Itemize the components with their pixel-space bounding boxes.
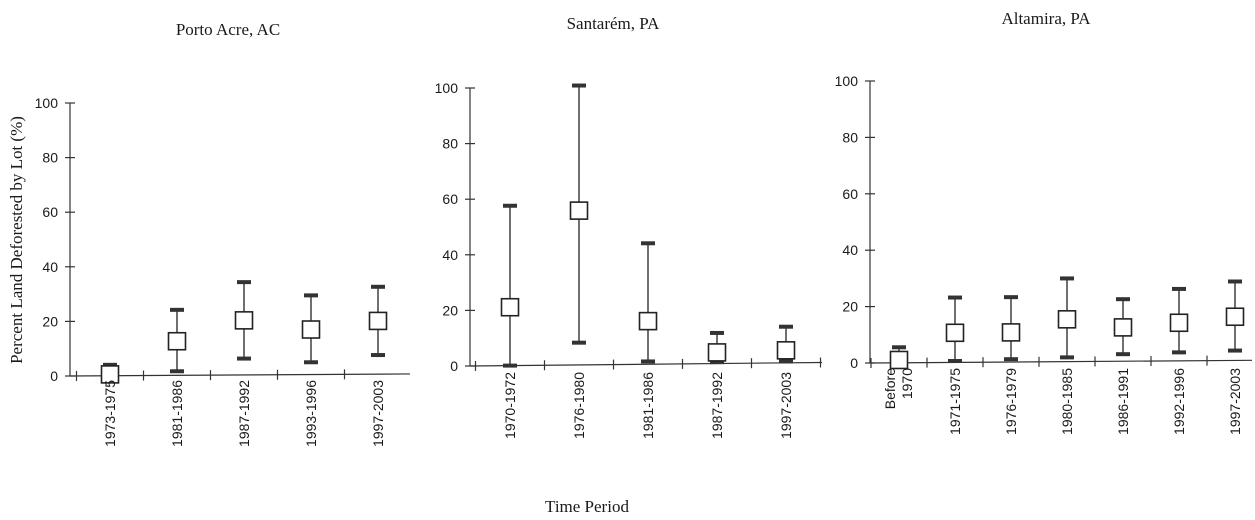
x-axis-line xyxy=(69,373,411,377)
x-axis-line xyxy=(869,359,1253,364)
y-tick-label: 60 xyxy=(842,186,858,202)
y-tick-label: 80 xyxy=(42,150,58,166)
x-category-label: 1993-1996 xyxy=(303,380,319,447)
y-tick-label: 40 xyxy=(842,242,858,258)
x-category-label: 1987-1992 xyxy=(236,380,252,447)
mean-marker xyxy=(1057,310,1077,329)
y-tick-label: 40 xyxy=(442,247,458,263)
x-category-label: 1976-1979 xyxy=(1003,368,1019,435)
mean-marker xyxy=(569,201,589,220)
y-tick-label: 60 xyxy=(42,204,58,220)
x-category-label-line: Before xyxy=(882,368,898,409)
y-tick-label: 0 xyxy=(850,355,858,371)
x-axis-line xyxy=(469,361,823,367)
mean-marker xyxy=(776,341,796,360)
mean-marker xyxy=(368,311,388,331)
mean-marker xyxy=(500,297,520,317)
y-tick-label: 80 xyxy=(842,129,858,145)
x-category-label: 1973-1975 xyxy=(102,380,118,447)
x-axis-title: Time Period xyxy=(545,497,629,516)
x-category-label: 1970-1972 xyxy=(502,372,518,439)
x-category-label: 1997-2003 xyxy=(1227,368,1243,435)
x-category-label: 1971-1975 xyxy=(947,368,963,435)
panel-3: Altamira, PA 0 20 40 60 80 100 Before1970 1971-1… xyxy=(835,9,1253,435)
x-category-label: 1997-2003 xyxy=(370,380,386,447)
y-tick-label: 0 xyxy=(50,368,58,384)
x-category-label: 1986-1991 xyxy=(1115,368,1131,435)
panel-title: Porto Acre, AC xyxy=(176,20,280,39)
mean-marker xyxy=(100,365,120,384)
y-tick-label: 60 xyxy=(442,191,458,207)
mean-marker xyxy=(707,343,727,362)
mean-marker xyxy=(638,311,658,331)
x-category-label: Before1970 xyxy=(882,368,915,409)
y-tick-label: 20 xyxy=(42,313,58,329)
mean-marker xyxy=(301,320,321,339)
x-category-label-line: 1970 xyxy=(899,368,915,399)
y-axis-title: Percent Land Deforested by Lot (%) xyxy=(7,116,26,364)
y-tick-label: 20 xyxy=(842,299,858,315)
panels: Porto Acre, AC 0 20 40 60 80 100 1973-1975 1981-… xyxy=(35,9,1253,447)
panel-1: Porto Acre, AC 0 20 40 60 80 100 1973-1975 1981-… xyxy=(35,20,411,447)
mean-marker xyxy=(1225,307,1245,327)
mean-marker xyxy=(889,350,909,370)
x-category-label: 1981-1986 xyxy=(169,380,185,447)
panel-title: Altamira, PA xyxy=(1001,9,1091,28)
y-tick-label: 80 xyxy=(442,136,458,152)
x-category-label: 1976-1980 xyxy=(571,372,587,439)
mean-marker xyxy=(1169,313,1189,333)
x-category-label: 1987-1992 xyxy=(709,372,725,439)
panel-2: Santarém, PA 0 20 40 60 80 100 1970-1972 1976-19… xyxy=(435,14,823,439)
mean-marker xyxy=(1113,318,1133,337)
mean-marker xyxy=(945,323,965,343)
y-tick-label: 40 xyxy=(42,259,58,275)
y-tick-label: 20 xyxy=(442,302,458,318)
mean-marker xyxy=(167,331,187,351)
x-category-label: 1992-1996 xyxy=(1171,368,1187,435)
panel-title: Santarém, PA xyxy=(567,14,661,33)
y-tick-label: 100 xyxy=(35,95,59,111)
y-tick-label: 100 xyxy=(835,73,859,89)
mean-marker xyxy=(234,311,254,330)
mean-marker xyxy=(1001,323,1021,342)
y-tick-label: 0 xyxy=(450,358,458,374)
y-tick-label: 100 xyxy=(435,80,459,96)
x-category-label: 1997-2003 xyxy=(778,372,794,439)
x-category-label: 1980-1985 xyxy=(1059,368,1075,435)
x-category-label: 1981-1986 xyxy=(640,372,656,439)
